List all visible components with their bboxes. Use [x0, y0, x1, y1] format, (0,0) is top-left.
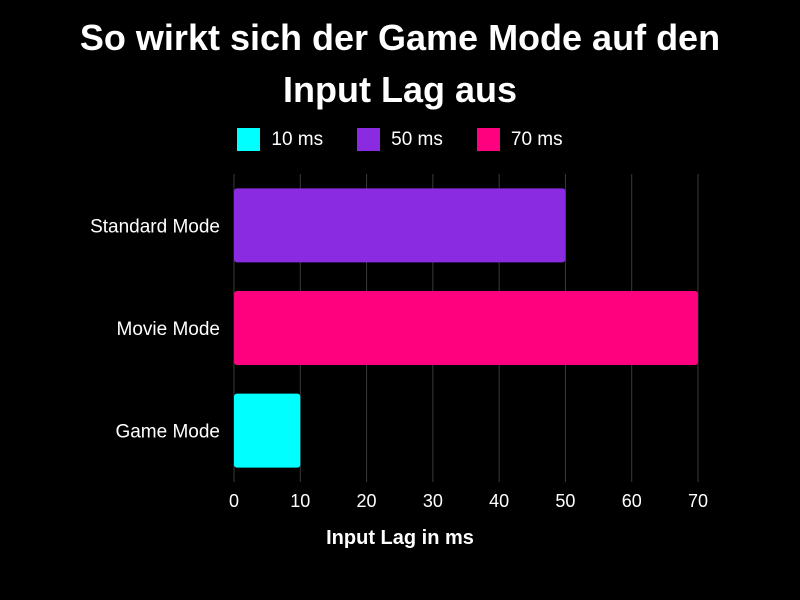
- legend-label-50ms: 50 ms: [391, 128, 443, 150]
- y-category-label-standard-mode: Standard Mode: [90, 216, 220, 237]
- chart-legend: 10 ms 50 ms 70 ms: [0, 128, 800, 151]
- x-axis-title: Input Lag in ms: [326, 527, 474, 549]
- legend-item-70ms: 70 ms: [476, 128, 563, 151]
- legend-swatch-70ms: [476, 128, 500, 151]
- y-category-label-game-mode: Game Mode: [115, 422, 220, 443]
- legend-item-10ms: 10 ms: [237, 128, 323, 151]
- bar-movie-mode: [234, 291, 698, 365]
- chart-title-line-1: So wirkt sich der Game Mode auf den: [79, 17, 721, 58]
- x-tick-label-0: 0: [229, 491, 239, 511]
- x-tick-label-40: 40: [489, 491, 509, 511]
- x-tick-label-70: 70: [688, 491, 708, 511]
- legend-swatch-50ms: [357, 128, 381, 151]
- x-tick-label-10: 10: [290, 491, 310, 511]
- legend-swatch-10ms: [237, 128, 261, 151]
- legend-label-70ms: 70 ms: [510, 128, 563, 150]
- x-tick-label-30: 30: [423, 491, 443, 511]
- bar-standard-mode: [234, 188, 566, 263]
- x-tick-label-50: 50: [555, 491, 575, 511]
- legend-item-50ms: 50 ms: [357, 128, 443, 151]
- chart-title-line-2: Input Lag aus: [283, 69, 517, 110]
- bar-game-mode: [234, 393, 301, 468]
- legend-label-10ms: 10 ms: [271, 128, 324, 150]
- y-category-label-movie-mode: Movie Mode: [117, 319, 221, 340]
- chart-title: So wirkt sich der Game Mode auf den Inpu…: [0, 12, 800, 116]
- x-tick-label-20: 20: [357, 491, 377, 511]
- x-tick-label-60: 60: [622, 491, 642, 511]
